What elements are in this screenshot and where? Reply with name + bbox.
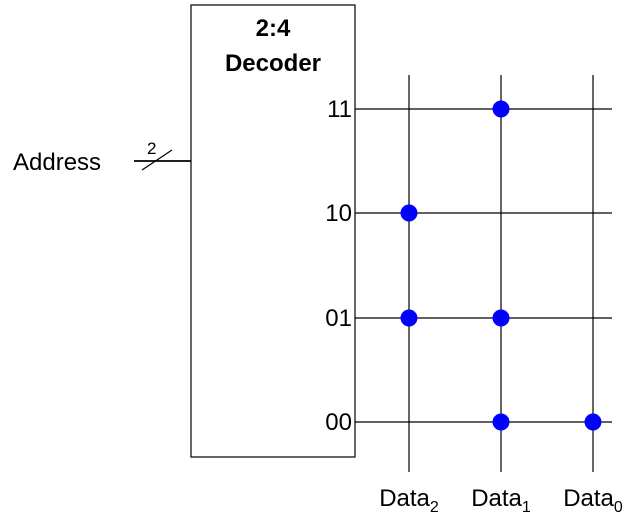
bit-dot-11-data1 [492,100,510,118]
bit-dot-10-data2 [400,204,418,222]
bit-dot-00-data1 [492,413,510,431]
bus-width-label: 2 [147,139,156,158]
bit-dot-00-data0 [584,413,602,431]
output-label-01: 01 [325,305,352,332]
decoder-title-line1: 2:4 [256,15,291,42]
bus-width-slash [141,149,173,171]
address-label: Address [13,149,101,176]
bit-dot-01-data1 [492,309,510,327]
output-label-00: 00 [325,409,352,436]
bit-dot-01-data2 [400,309,418,327]
output-label-11: 11 [327,96,352,123]
bitlines [408,75,594,472]
decoder-title-line2: Decoder [225,50,321,77]
stored-bit-dots [400,100,602,431]
data0-label: Data0 [563,485,623,516]
wordlines [355,108,612,423]
output-label-10: 10 [325,200,352,227]
data1-label: Data1 [471,485,531,516]
decoder-box [190,4,356,458]
data2-label: Data2 [379,485,439,516]
